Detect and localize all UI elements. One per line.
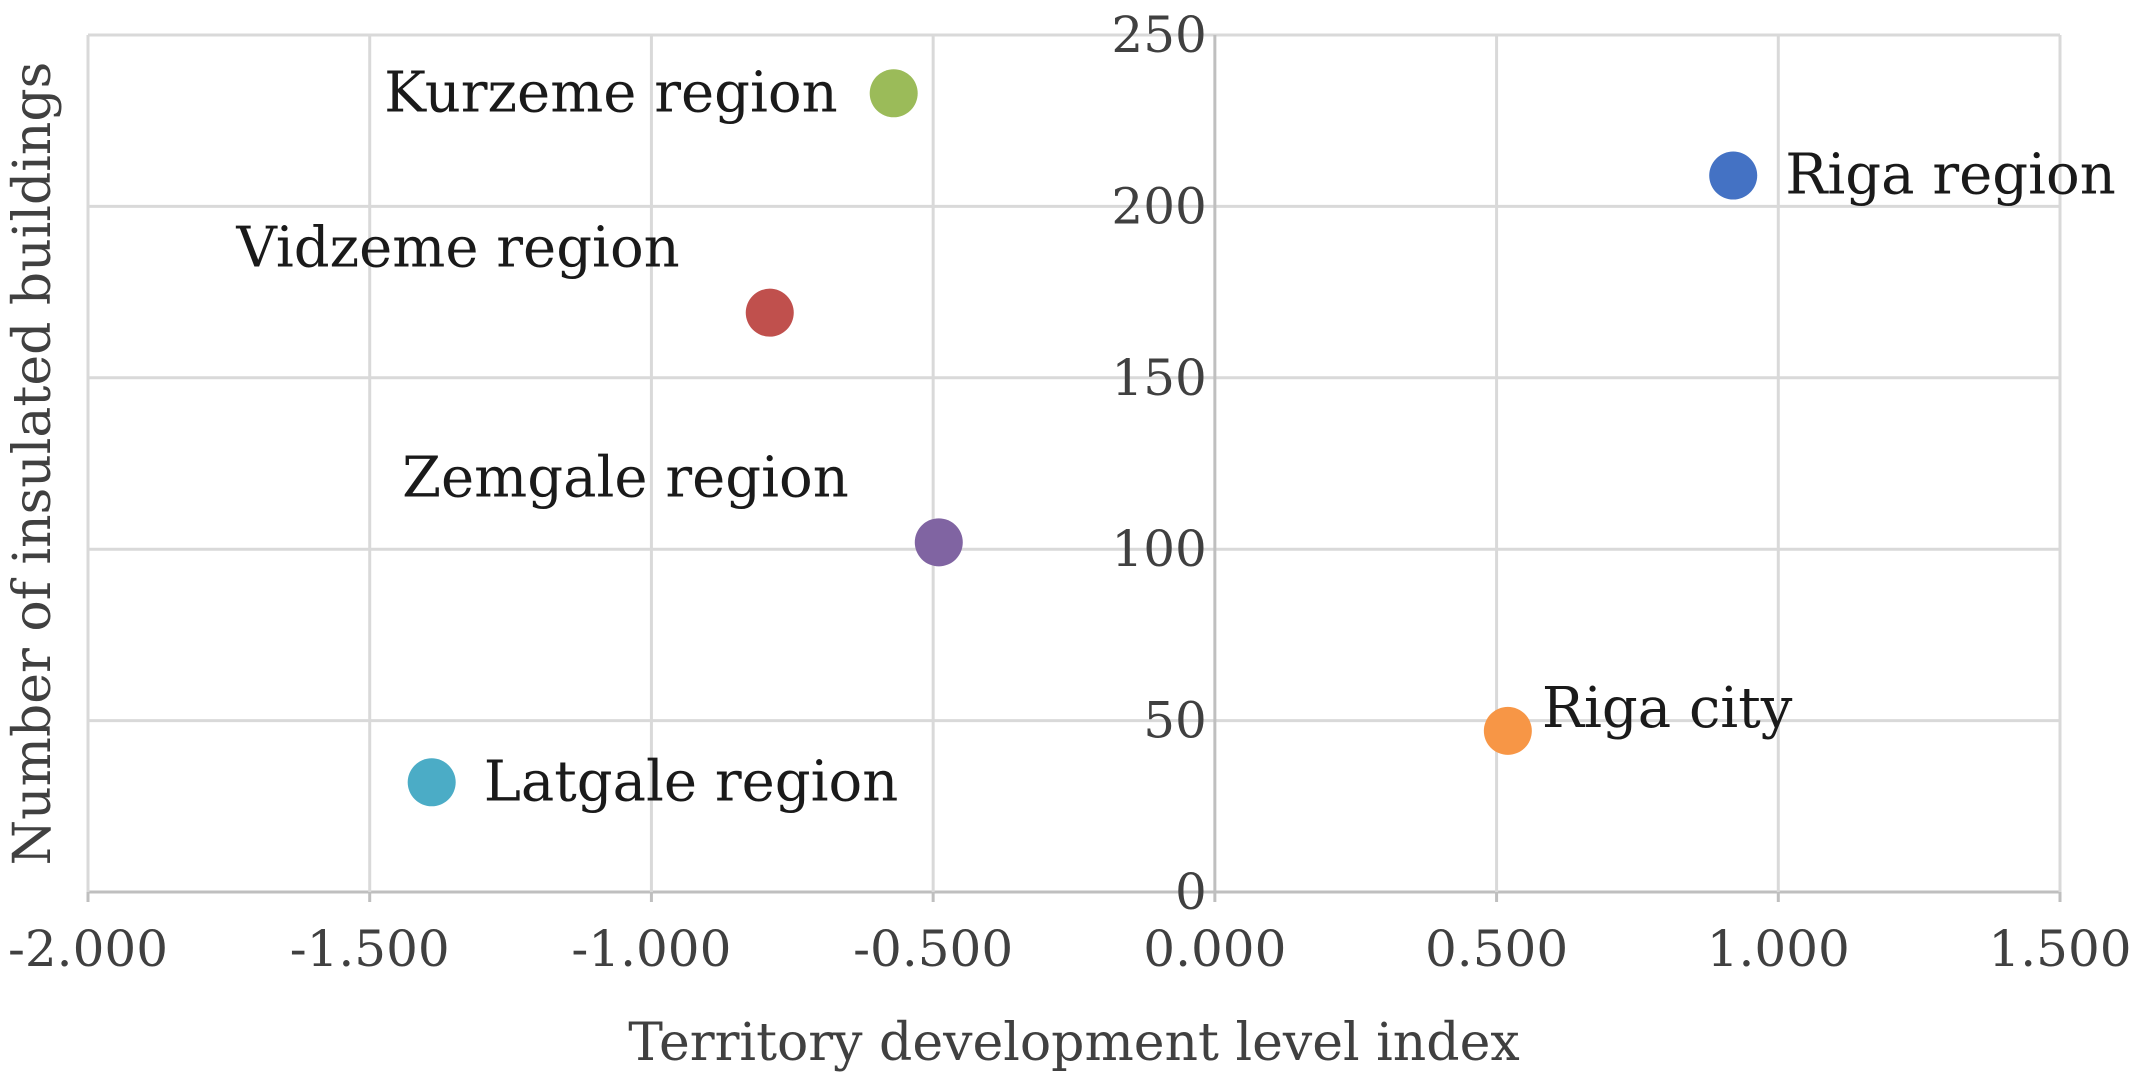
data-point-kurzeme-region — [869, 69, 918, 118]
x-tick-label: -1.000 — [571, 920, 731, 978]
y-tick-label: 0 — [1175, 863, 1207, 921]
data-point-zemgale-region — [914, 518, 963, 567]
x-tick-label: -1.500 — [290, 920, 450, 978]
x-tick-label: 0.000 — [1143, 920, 1286, 978]
data-points — [407, 69, 1758, 807]
x-axis-title: Territory development level index — [628, 1013, 1519, 1073]
tick-labels: 0 50 100 150 200 250 -2.000 -1.500 -1.000 -0.500 0… — [8, 6, 2132, 978]
point-label: Zemgale region — [402, 445, 849, 510]
x-tick-label: -2.000 — [8, 920, 168, 978]
point-label: Riga city — [1542, 676, 1793, 741]
x-tick-label: 1.500 — [1988, 920, 2131, 978]
y-tick-label: 100 — [1111, 520, 1206, 578]
x-tick-label: -0.500 — [853, 920, 1013, 978]
point-labels: Riga region Riga city Kurzeme region Vidzem… — [235, 60, 2115, 814]
y-tick-label: 150 — [1111, 349, 1206, 407]
point-label: Kurzeme region — [384, 60, 838, 125]
x-tick-label: 1.000 — [1707, 920, 1850, 978]
y-tick-label: 250 — [1111, 6, 1206, 64]
x-tick-label: 0.500 — [1425, 920, 1568, 978]
data-point-vidzeme-region — [745, 288, 794, 337]
grid — [86, 33, 2062, 894]
point-label: Riga region — [1785, 143, 2116, 208]
axes — [86, 892, 2062, 902]
data-point-riga-city — [1483, 706, 1532, 755]
y-tick-label: 200 — [1111, 177, 1206, 235]
y-axis-title: Number of insulated buildings — [3, 62, 63, 866]
y-tick-label: 50 — [1143, 692, 1207, 750]
data-point-riga-region — [1709, 151, 1758, 200]
data-point-latgale-region — [407, 758, 456, 807]
point-label: Latgale region — [484, 749, 899, 814]
point-label: Vidzeme region — [235, 216, 679, 281]
